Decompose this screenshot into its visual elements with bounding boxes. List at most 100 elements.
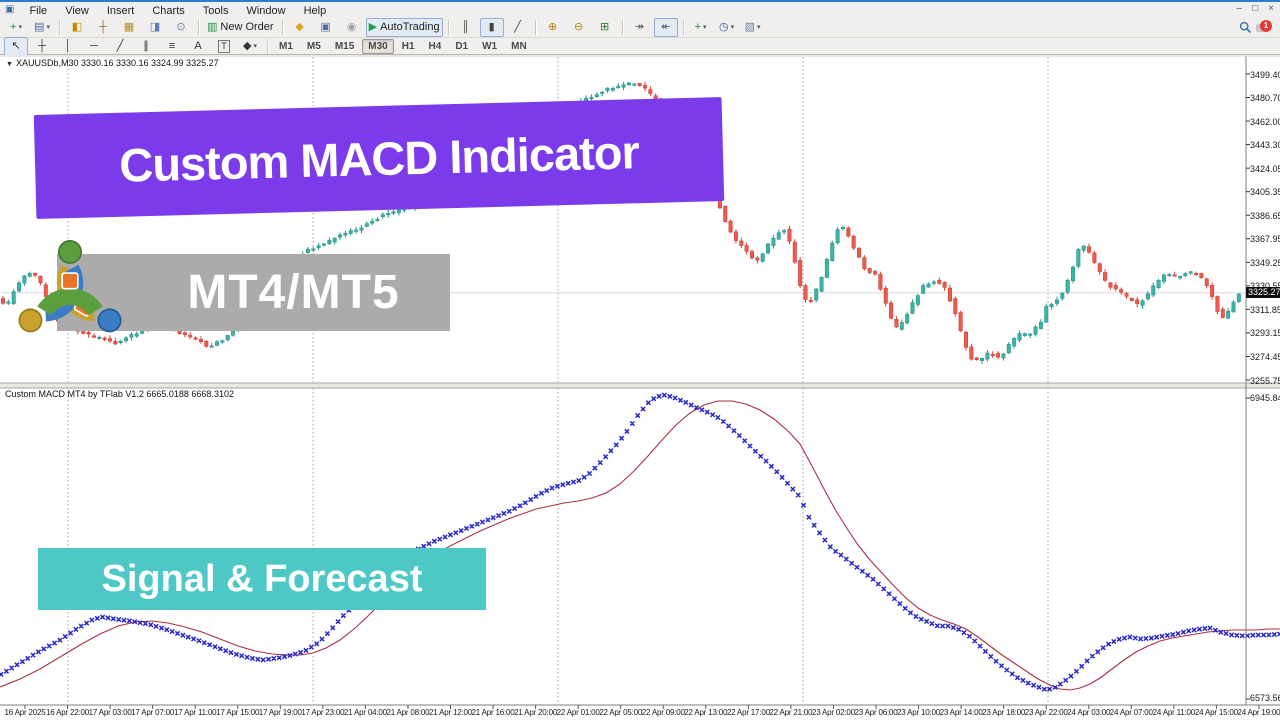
close-button[interactable]: × [1268, 3, 1274, 14]
minimize-button[interactable]: – [1236, 3, 1243, 14]
time-tick-label: 23 Apr 22:00 [1024, 708, 1068, 717]
timeframe-m1[interactable]: M1 [279, 40, 293, 52]
timeframe-buttons: M1 M5 M15 M30 H1 H4 D1 W1 MN [272, 38, 534, 54]
time-tick-label: 17 Apr 03:00 [88, 708, 132, 717]
sound-icon: ◉ [346, 20, 357, 33]
experts-button[interactable]: ▣ [314, 18, 338, 37]
find-button[interactable]: ⊙ [169, 18, 193, 37]
timeframe-h1[interactable]: H1 [401, 40, 415, 52]
time-tick-label: 22 Apr 13:00 [684, 708, 728, 717]
toolbar-separator [281, 19, 283, 35]
timeframe-w1[interactable]: W1 [482, 40, 498, 52]
notifications-icon[interactable]: 1 [1256, 20, 1272, 34]
zoom-out-icon: ⊖ [573, 20, 584, 33]
horizontal-line-icon: ─ [90, 39, 98, 52]
vertical-line-tool[interactable]: │ [56, 37, 80, 56]
experts-icon: ▣ [320, 20, 331, 33]
menu-view[interactable]: View [65, 4, 89, 17]
bar-chart-button[interactable]: ║ [454, 18, 478, 37]
terminal-button[interactable]: ▦ [117, 18, 141, 37]
time-tick-label: 23 Apr 18:00 [982, 708, 1026, 717]
time-tick-label: 21 Apr 12:00 [429, 708, 472, 717]
sound-button[interactable]: ◉ [340, 18, 364, 37]
periods-button[interactable]: ◷ ▾ [715, 18, 739, 37]
profiles-button[interactable]: ▤ ▾ [30, 18, 54, 37]
fibonacci-tool[interactable]: ≡ [160, 37, 184, 56]
label-tool[interactable]: T [212, 37, 236, 56]
tile-windows-button[interactable]: ⊞ [593, 18, 617, 37]
templates-icon: ▧ [744, 20, 756, 33]
autotrading-button-label: AutoTrading [380, 21, 440, 33]
line-chart-button[interactable]: ╱ [506, 18, 530, 37]
restore-button[interactable]: □ [1252, 3, 1259, 14]
menu-help[interactable]: Help [303, 4, 327, 17]
fibonacci-icon: ≡ [168, 39, 176, 52]
metaeditor-button[interactable]: ◆ [288, 18, 312, 37]
horizontal-line-tool[interactable]: ─ [82, 37, 106, 56]
auto-scroll-button[interactable]: ↠ [628, 18, 652, 37]
navigator-button[interactable]: ┼ [91, 18, 115, 37]
metatrader-logo-icon [18, 239, 122, 333]
chart-collapse-icon[interactable]: ▼ [6, 61, 13, 68]
menu-charts[interactable]: Charts [152, 4, 185, 17]
chart-shift-button[interactable]: ↞ [653, 17, 678, 37]
price-tick-label: 3462.00 [1250, 116, 1280, 127]
time-tick-label: 23 Apr 02:00 [811, 708, 855, 717]
timeframe-mn[interactable]: MN [511, 40, 527, 52]
channel-tool[interactable]: ∥ [134, 37, 158, 56]
text-icon: A [194, 39, 202, 52]
text-tool[interactable]: A [186, 37, 210, 56]
menu-file[interactable]: File [29, 4, 48, 17]
crosshair-icon: ┼ [38, 39, 46, 52]
label-icon: T [218, 39, 230, 53]
timeframe-m15[interactable]: M15 [334, 40, 355, 52]
new-chart-button[interactable]: + ▾ [4, 18, 28, 37]
timeframe-m30[interactable]: M30 [362, 38, 394, 54]
search-icon[interactable] [1239, 21, 1252, 34]
toolbar-right-cluster: 1 [1239, 20, 1272, 34]
strategy-tester-button[interactable]: ◨ [143, 18, 167, 37]
menu-tools[interactable]: Tools [202, 4, 229, 17]
zoom-in-button[interactable]: ⊕ [541, 18, 565, 37]
timeframe-d1[interactable]: D1 [455, 40, 469, 52]
trendline-tool[interactable]: ╱ [108, 37, 132, 56]
autotrading-icon: ▶ [368, 20, 378, 33]
time-tick-label: 24 Apr 07:00 [1109, 708, 1153, 717]
toolbar-separator [198, 19, 199, 35]
templates-button[interactable]: ▧ ▾ [741, 18, 765, 37]
menu-window[interactable]: Window [246, 4, 286, 17]
indicators-button[interactable]: + ▾ [689, 18, 713, 37]
candlestick-chart-button[interactable]: ▮ [479, 17, 504, 37]
strategy-tester-icon: ◨ [149, 20, 161, 33]
toolbar-separator [447, 19, 449, 35]
signal-banner: Signal & Forecast [38, 548, 486, 610]
price-tick-label: 3330.55 [1250, 281, 1280, 291]
timeframe-m5[interactable]: M5 [306, 40, 321, 52]
time-tick-label: 17 Apr 15:00 [216, 708, 260, 717]
market-watch-button[interactable]: ◧ [65, 18, 89, 37]
toolbar-separator [621, 19, 623, 35]
indicator-scale-max: 6945.8435 [1250, 393, 1280, 403]
toolbar-separator [534, 19, 536, 35]
time-tick-label: 16 Apr 2025 [4, 708, 46, 717]
menu-items: File View Insert Charts Tools Window Help [20, 1, 335, 19]
time-tick-label: 22 Apr 09:00 [641, 708, 685, 717]
new-order-button[interactable]: ▥ New Order [204, 18, 277, 37]
menu-insert[interactable]: Insert [106, 4, 135, 17]
zoom-out-button[interactable]: ⊖ [567, 18, 591, 37]
toolbar-separator [267, 38, 268, 54]
time-tick-label: 22 Apr 05:00 [599, 708, 643, 717]
toolbar-separator [59, 19, 60, 35]
autotrading-button[interactable]: ▶ AutoTrading [365, 17, 443, 37]
timeframe-h4[interactable]: H4 [428, 40, 442, 52]
crosshair-tool[interactable]: ┼ [30, 37, 54, 56]
chart-symbol-ohlc: ▼ XAUUSDb,M30 3330.16 3330.16 3324.99 332… [6, 58, 219, 68]
price-tick-label: 3274.45 [1250, 351, 1280, 362]
current-price-badge: 3325.27 [1246, 287, 1280, 298]
price-tick-label: 3499.40 [1250, 69, 1280, 80]
time-tick-label: 24 Apr 11:00 [1152, 708, 1196, 717]
arrows-tool[interactable]: ◆ ▾ [238, 37, 262, 56]
price-tick-label: 3293.15 [1250, 328, 1280, 339]
price-tick-label: 3443.30 [1250, 140, 1280, 151]
